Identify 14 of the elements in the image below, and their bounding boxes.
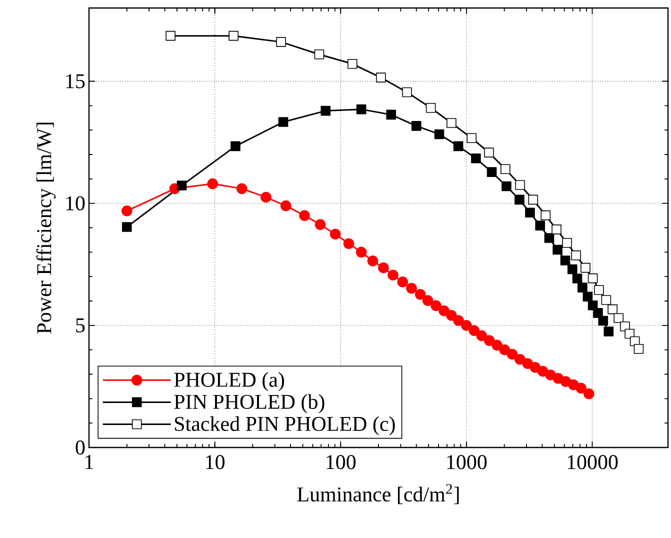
legend-label: PHOLED (a) <box>174 372 284 392</box>
y-tick-label: 5 <box>76 318 85 332</box>
x-tick-label: 1 <box>86 455 93 469</box>
x-tick-label: 10 <box>206 455 225 470</box>
y-tick-label: 10 <box>66 196 85 210</box>
y-axis-title: Power Efficiency [lm/W] <box>36 122 56 334</box>
legend-label: Stacked PIN PHOLED (c) <box>175 416 395 436</box>
legend-label: PIN PHOLED (b) <box>174 394 324 414</box>
x-tick-label: 10000 <box>568 455 618 470</box>
x-tick-label: 1000 <box>447 455 487 470</box>
y-tick-label: 15 <box>66 74 85 88</box>
y-tick-label: 0 <box>76 440 85 455</box>
x-axis-title: Luminance [cd/m$^{2}$] <box>297 484 459 504</box>
x-tick-label: 100 <box>326 455 356 470</box>
